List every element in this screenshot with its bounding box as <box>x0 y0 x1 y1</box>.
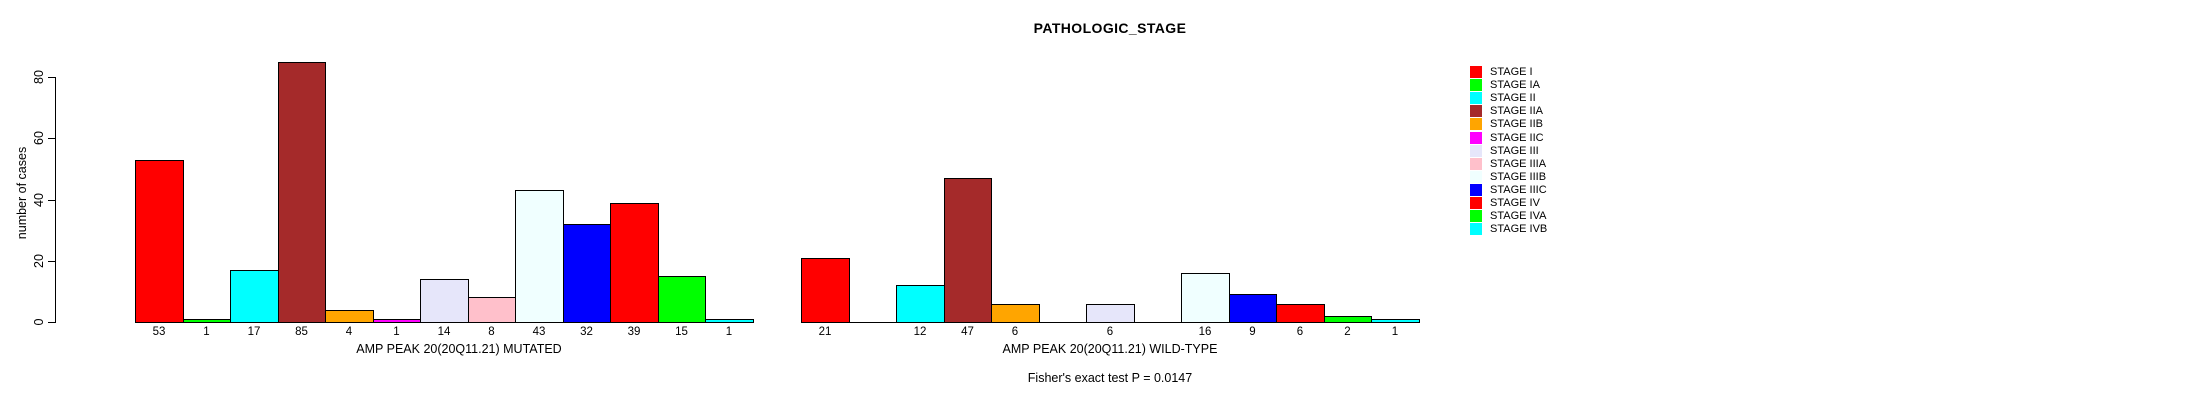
y-axis-label: number of cases <box>15 146 29 240</box>
legend-label-stage-ia: STAGE IA <box>1490 79 1540 91</box>
bar-mutated-stage-iib <box>325 310 374 323</box>
bar-value-wild-type-stage-ii: 12 <box>913 326 927 338</box>
legend-label-stage-iva: STAGE IVA <box>1490 210 1547 222</box>
legend-label-stage-iib: STAGE IIB <box>1490 118 1543 130</box>
bar-value-mutated-stage-iic: 1 <box>393 326 400 338</box>
bar-wild-type-stage-ivb <box>1371 319 1420 323</box>
legend-swatch-stage-i <box>1470 66 1482 78</box>
legend-label-stage-iic: STAGE IIC <box>1490 132 1544 144</box>
x-axis-label-wild-type: AMP PEAK 20(20Q11.21) WILD-TYPE <box>1002 342 1218 356</box>
bar-value-wild-type-stage-iv: 6 <box>1296 326 1304 338</box>
bar-value-wild-type-stage-iiib: 16 <box>1198 326 1212 338</box>
legend-swatch-stage-ia <box>1470 79 1482 91</box>
bar-wild-type-stage-iv <box>1276 304 1325 323</box>
bar-value-mutated-stage-iii: 14 <box>437 326 451 338</box>
legend-swatch-stage-iiic <box>1470 184 1482 196</box>
y-tick-20 <box>48 261 55 262</box>
y-tick-40 <box>48 200 55 201</box>
y-tick-label-60: 60 <box>32 131 46 145</box>
bar-wild-type-stage-iia <box>944 178 992 323</box>
bar-value-mutated-stage-iia: 85 <box>295 326 308 338</box>
bar-mutated-stage-iv <box>610 203 659 323</box>
fisher-test-annotation: Fisher's exact test P = 0.0147 <box>1027 371 1193 385</box>
bar-value-mutated-stage-iv: 39 <box>627 326 641 338</box>
legend-label-stage-iiib: STAGE IIIB <box>1490 171 1547 183</box>
legend-label-stage-ivb: STAGE IVB <box>1490 223 1548 235</box>
bar-value-mutated-stage-iiic: 32 <box>580 326 593 338</box>
bar-wild-type-stage-iiib <box>1181 273 1230 323</box>
bar-mutated-stage-iii <box>420 279 469 323</box>
y-tick-label-20: 20 <box>32 254 46 268</box>
bar-value-wild-type-stage-iia: 47 <box>961 326 974 338</box>
y-tick-label-0: 0 <box>32 318 46 326</box>
legend-label-stage-iia: STAGE IIA <box>1490 105 1543 117</box>
bar-wild-type-stage-i <box>801 258 850 323</box>
legend-swatch-stage-iia <box>1470 105 1482 117</box>
bar-value-mutated-stage-i: 53 <box>152 326 166 338</box>
legend-swatch-stage-iic <box>1470 132 1482 144</box>
bar-value-wild-type-stage-i: 21 <box>818 326 832 338</box>
legend-swatch-stage-iib <box>1470 118 1482 130</box>
bar-mutated-stage-iia <box>278 62 326 323</box>
bar-value-mutated-stage-ia: 1 <box>203 326 210 338</box>
y-axis-line <box>55 77 56 323</box>
bar-mutated-stage-i <box>135 160 184 323</box>
bar-wild-type-stage-ii <box>896 285 945 323</box>
bar-value-mutated-stage-ii: 17 <box>247 326 261 338</box>
chart-title: PATHOLOGIC_STAGE <box>1033 20 1187 36</box>
legend-swatch-stage-iii <box>1470 145 1482 157</box>
bar-wild-type-stage-iii <box>1086 304 1135 323</box>
bar-wild-type-stage-ia-zero <box>849 322 897 323</box>
legend-swatch-stage-iv <box>1470 197 1482 209</box>
legend-swatch-stage-ii <box>1470 92 1482 104</box>
legend-label-stage-iv: STAGE IV <box>1490 197 1540 209</box>
bar-value-wild-type-stage-iiic: 9 <box>1249 326 1256 338</box>
bar-wild-type-stage-iiic <box>1229 294 1277 323</box>
y-tick-label-40: 40 <box>32 193 46 207</box>
bar-value-mutated-stage-iva: 15 <box>675 326 688 338</box>
bar-wild-type-stage-iic-zero <box>1039 322 1087 323</box>
bar-value-mutated-stage-iiib: 43 <box>532 326 546 338</box>
bar-mutated-stage-iiib <box>515 190 564 323</box>
x-axis-label-mutated: AMP PEAK 20(20Q11.21) MUTATED <box>356 342 562 356</box>
bar-value-wild-type-stage-iib: 6 <box>1011 326 1019 338</box>
bar-mutated-stage-ivb <box>705 319 754 323</box>
bar-wild-type-stage-iib <box>991 304 1040 323</box>
legend-label-stage-iiic: STAGE IIIC <box>1490 184 1547 196</box>
legend-label-stage-iii: STAGE III <box>1490 145 1539 157</box>
y-tick-0 <box>48 322 55 323</box>
legend-swatch-stage-iva <box>1470 210 1482 222</box>
legend-swatch-stage-iiia <box>1470 158 1482 170</box>
y-tick-60 <box>48 138 55 139</box>
bar-mutated-stage-iiia <box>468 297 516 323</box>
bar-wild-type-stage-iva <box>1324 316 1372 323</box>
bar-value-wild-type-stage-ivb: 1 <box>1391 326 1399 338</box>
legend-label-stage-ii: STAGE II <box>1490 92 1536 104</box>
legend-swatch-stage-iiib <box>1470 171 1482 183</box>
bar-mutated-stage-iva <box>658 276 706 323</box>
bar-mutated-stage-ii <box>230 270 279 323</box>
y-tick-80 <box>48 77 55 78</box>
bar-mutated-stage-iiic <box>563 224 611 323</box>
bar-wild-type-stage-iiia-zero <box>1134 322 1182 323</box>
bar-value-mutated-stage-iiia: 8 <box>488 326 495 338</box>
legend-swatch-stage-ivb <box>1470 223 1482 235</box>
bar-value-wild-type-stage-iva: 2 <box>1344 326 1351 338</box>
bar-value-wild-type-stage-iii: 6 <box>1106 326 1114 338</box>
legend-label-stage-i: STAGE I <box>1490 66 1533 78</box>
bar-mutated-stage-ia <box>183 319 231 323</box>
bar-value-mutated-stage-iib: 4 <box>345 326 353 338</box>
bar-value-mutated-stage-ivb: 1 <box>725 326 733 338</box>
y-tick-label-80: 80 <box>32 70 46 84</box>
bar-mutated-stage-iic <box>373 319 421 323</box>
legend-label-stage-iiia: STAGE IIIA <box>1490 158 1547 170</box>
